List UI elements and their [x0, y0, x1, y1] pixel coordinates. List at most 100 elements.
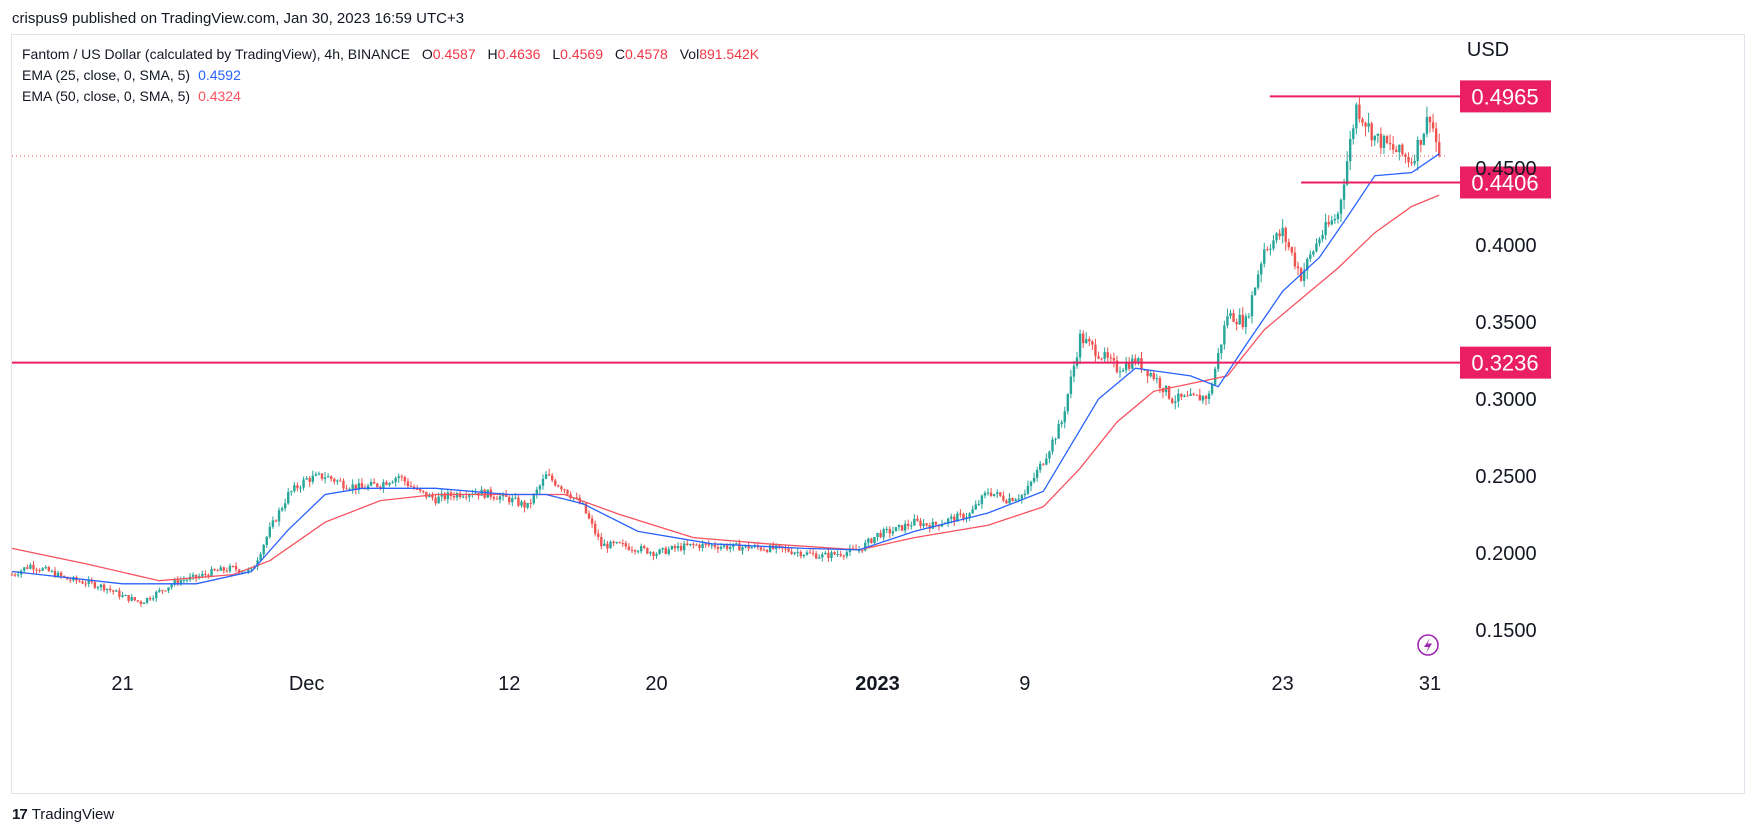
candle-body — [136, 600, 140, 602]
candle-body — [956, 513, 959, 522]
candle-body — [1088, 339, 1091, 342]
candle-body — [1042, 463, 1045, 465]
candle-body — [811, 552, 815, 554]
candle-body — [716, 547, 720, 549]
candle-body — [145, 597, 149, 603]
candle-body — [1259, 263, 1263, 275]
candle-body — [16, 574, 20, 576]
candle-body — [821, 554, 824, 558]
lightning-icon — [1417, 634, 1439, 656]
candle-body — [977, 503, 981, 505]
candle-body — [360, 483, 364, 488]
candle-body — [1309, 254, 1312, 259]
candle-body — [1115, 360, 1119, 372]
open-label: O — [421, 46, 433, 62]
candle-body — [81, 581, 84, 584]
candle-body — [504, 493, 508, 497]
candle-body — [486, 489, 489, 498]
candle-body — [907, 523, 910, 526]
candle-body — [1057, 424, 1060, 439]
candle-body — [1385, 136, 1389, 143]
candle-body — [1140, 358, 1143, 370]
x-tick-label: 2023 — [855, 673, 900, 695]
candle-body — [695, 544, 698, 546]
candle-body — [403, 476, 407, 482]
candle-body — [1091, 341, 1094, 345]
candle-body — [1382, 136, 1386, 148]
candle-body — [1290, 247, 1294, 253]
candle-body — [148, 597, 152, 600]
candle-body — [584, 503, 588, 514]
candle-body — [1149, 373, 1152, 377]
candle-body — [151, 598, 155, 600]
candle-body — [538, 485, 542, 490]
candle-body — [105, 588, 109, 591]
candle-body — [287, 491, 290, 504]
candle-body — [437, 496, 440, 504]
y-tick-label: 0.1500 — [1475, 620, 1536, 642]
candle-body — [271, 520, 275, 527]
candle-body — [946, 518, 950, 523]
close-value: 0.4578 — [625, 46, 668, 62]
candle-body — [818, 557, 821, 559]
candle-body — [593, 523, 597, 534]
candle-body — [32, 564, 35, 570]
candle-body — [112, 590, 115, 592]
x-tick-label: 12 — [498, 673, 520, 695]
candle-body — [277, 510, 281, 522]
candle-body — [1081, 333, 1085, 344]
currency-label: USD — [1467, 39, 1509, 61]
candle-body — [910, 525, 913, 527]
candle-body — [554, 480, 557, 486]
candle-body — [1124, 363, 1128, 371]
candle-body — [643, 546, 646, 548]
candle-body — [1431, 122, 1435, 129]
candle-body — [888, 528, 892, 534]
candle-body — [508, 496, 511, 503]
candle-body — [590, 518, 594, 524]
candle-body — [483, 489, 486, 498]
candle-body — [1388, 142, 1392, 145]
footer-brand[interactable]: 17 TradingView — [12, 806, 114, 823]
candle-body — [1404, 154, 1407, 157]
candle-body — [1250, 295, 1254, 317]
candle-body — [56, 572, 60, 577]
candle-body — [689, 543, 692, 545]
candle-body — [784, 548, 787, 550]
candle-body — [1220, 344, 1223, 354]
candle-body — [1213, 368, 1217, 385]
candle-body — [722, 545, 726, 547]
candle-body — [633, 550, 637, 552]
candle-body — [1373, 135, 1376, 141]
candle-body — [799, 551, 803, 557]
candle-body — [87, 579, 90, 584]
candle-body — [35, 569, 38, 571]
candle-body — [53, 570, 57, 577]
candle-body — [968, 513, 971, 518]
candle-body — [738, 543, 741, 551]
candle-body — [903, 523, 907, 531]
candle-body — [1247, 316, 1251, 318]
candle-body — [1269, 248, 1272, 250]
candle-body — [262, 544, 265, 555]
x-tick-label: 20 — [645, 673, 667, 695]
chart-frame[interactable] — [11, 34, 1745, 794]
candle-body — [366, 485, 370, 490]
candle-body — [250, 568, 253, 570]
candle-body — [1128, 363, 1131, 369]
candle-body — [1229, 313, 1232, 317]
candle-body — [1416, 139, 1419, 161]
candle-body — [465, 496, 468, 498]
candle-body — [59, 572, 63, 576]
candle-body — [649, 552, 652, 554]
candle-body — [161, 590, 164, 592]
candle-body — [679, 545, 683, 551]
candle-body — [1263, 249, 1266, 264]
candle-body — [308, 478, 311, 482]
candle-body — [919, 520, 922, 527]
candle-body — [1318, 239, 1321, 244]
level-label: 0.3236 — [1471, 351, 1538, 376]
candle-body — [560, 486, 563, 490]
candle-body — [1256, 274, 1260, 288]
